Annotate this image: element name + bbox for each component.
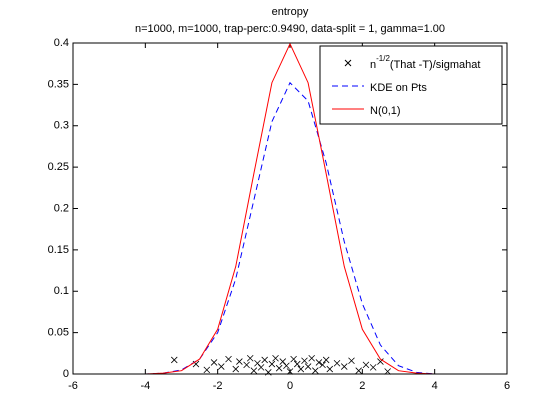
legend: n-1/2(That -T)/sigmahat KDE on Pts N(0,1) xyxy=(319,45,503,125)
y-tick-label: 0.25 xyxy=(48,161,69,173)
scatter-point xyxy=(203,366,211,374)
scatter-point xyxy=(257,364,265,371)
scatter-point xyxy=(243,361,250,369)
scatter-point xyxy=(170,356,178,364)
legend-marker xyxy=(344,59,352,67)
line-series xyxy=(73,81,507,375)
y-tick-label: 0.35 xyxy=(48,78,69,90)
scatter-point xyxy=(315,359,323,366)
x-tick-label: -6 xyxy=(68,380,78,392)
scatter-point xyxy=(301,357,308,365)
scatter-point xyxy=(293,360,301,368)
line-series xyxy=(73,42,507,375)
y-tick-label: 0.05 xyxy=(48,327,69,339)
scatter-point xyxy=(250,367,258,374)
y-tick-label: 0.3 xyxy=(54,120,69,132)
x-tick-label: 2 xyxy=(359,380,365,392)
scatter-point xyxy=(308,354,315,362)
legend-label: n-1/2(That -T)/sigmahat xyxy=(370,54,480,71)
legend-label-part: n xyxy=(370,59,376,71)
scatter-point xyxy=(326,365,334,373)
scatter-point xyxy=(246,354,254,362)
y-tick-label: 0.4 xyxy=(54,37,69,49)
scatter-point xyxy=(362,361,370,369)
scatter-point xyxy=(268,360,276,368)
scatter-point xyxy=(275,364,283,372)
scatter-point xyxy=(355,367,362,374)
legend-label-part: (That -T)/sigmahat xyxy=(390,59,480,71)
y-tick-label: 0.1 xyxy=(54,285,69,297)
scatter-point xyxy=(236,358,243,365)
scatter-point xyxy=(272,354,279,362)
scatter-point xyxy=(340,363,348,370)
x-tick-label: -4 xyxy=(140,380,150,392)
y-tick-label: 0 xyxy=(63,368,69,380)
x-tick-label: 0 xyxy=(287,380,293,392)
legend-label-part: -1/2 xyxy=(376,54,390,63)
x-tick-label: 4 xyxy=(432,380,438,392)
scatter-point xyxy=(225,355,232,363)
scatter-point xyxy=(261,356,268,364)
y-tick-label: 0.15 xyxy=(48,244,69,256)
scatter-point xyxy=(369,364,377,371)
x-tick-label: -2 xyxy=(213,380,223,392)
scatter-point xyxy=(319,361,326,369)
scatter-point xyxy=(312,367,319,374)
scatter-point xyxy=(218,363,225,370)
scatter-point xyxy=(210,359,218,366)
chart-subtitle: n=1000, m=1000, trap-perc:0.9490, data-s… xyxy=(135,23,445,35)
scatter-point xyxy=(283,362,290,370)
scatter-point xyxy=(348,357,355,365)
scatter-point xyxy=(232,365,240,373)
scatter-point xyxy=(304,363,312,370)
legend-label: N(0,1) xyxy=(370,105,401,117)
scatter-point xyxy=(322,356,330,364)
scatter-point xyxy=(290,355,297,363)
scatter-point xyxy=(297,365,305,373)
legend-label: KDE on Pts xyxy=(370,82,427,94)
y-tick-label: 0.2 xyxy=(54,202,69,214)
chart-title: entropy xyxy=(272,6,309,18)
scatter-point xyxy=(377,358,384,365)
legend-box xyxy=(319,45,503,125)
plot-frame xyxy=(72,42,508,375)
x-tick-label: 6 xyxy=(504,380,510,392)
scatter-point xyxy=(333,359,341,367)
